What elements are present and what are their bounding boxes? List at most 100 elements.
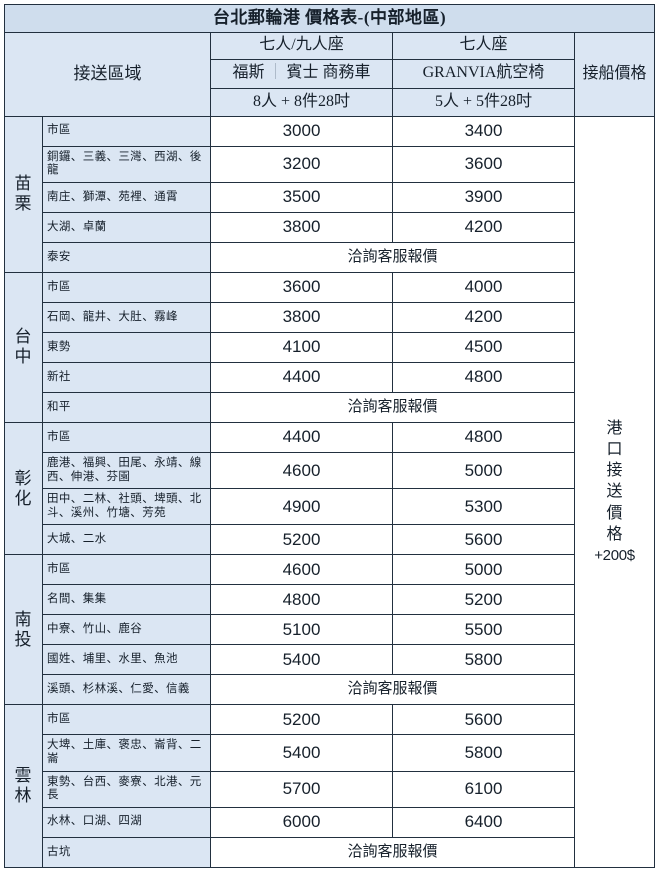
price-vehicle1: 3800 (210, 301, 393, 333)
price-vehicle2: 6400 (392, 806, 575, 838)
region-label: 雲林 (4, 704, 43, 868)
price-vehicle1: 3800 (210, 211, 393, 243)
vehicle1-model-a: 福斯 (232, 64, 265, 82)
table-row: 新社 4400 4800 (5, 361, 655, 393)
price-vehicle2: 4200 (392, 301, 575, 333)
price-vehicle2: 4500 (392, 331, 575, 363)
price-vehicle2: 5200 (392, 584, 575, 616)
area-label: 東勢 (42, 331, 211, 363)
price-vehicle2: 4800 (392, 361, 575, 393)
ask-customer-service: 洽詢客服報價 (210, 836, 575, 869)
region-label: 彰化 (4, 421, 43, 556)
header-boat-column: 接船價格 (573, 31, 656, 117)
table-row: 古坑 洽詢客服報價 (5, 836, 655, 869)
table-row: 泰安 洽詢客服報價 (5, 241, 655, 273)
price-vehicle1: 3200 (210, 145, 393, 183)
boat-note-char: 送 (606, 483, 623, 501)
price-vehicle2: 5800 (392, 734, 575, 772)
header-row-1: 接送區域 七人/九人座 七人座 接船價格 (4, 31, 656, 117)
price-vehicle1: 4800 (210, 584, 393, 616)
table-row: 台中 市區 3600 4000 (4, 271, 655, 423)
price-vehicle1: 5400 (210, 734, 393, 772)
area-label: 國姓、埔里、水里、魚池 (42, 644, 211, 676)
price-vehicle1: 3500 (210, 181, 393, 213)
area-label: 大城、二水 (42, 524, 211, 556)
area-label: 名間、集集 (42, 584, 211, 616)
area-label: 古坑 (42, 836, 211, 869)
price-vehicle2: 6100 (392, 770, 575, 808)
price-vehicle1: 4600 (210, 554, 393, 586)
area-label: 石岡、龍井、大肚、霧峰 (42, 301, 211, 333)
table-row: 溪頭、杉林溪、仁愛、信義 洽詢客服報價 (5, 674, 655, 706)
boat-note-char: 口 (606, 441, 623, 459)
region-label: 台中 (4, 271, 43, 423)
price-vehicle2: 4800 (392, 421, 575, 453)
area-label: 東勢、台西、麥寮、北港、元長 (42, 770, 211, 808)
area-label: 南庄、獅潭、苑裡、通霄 (42, 181, 211, 213)
header-vehicle1-seats: 七人/九人座 (210, 31, 393, 60)
area-label: 市區 (42, 704, 211, 736)
area-label: 鹿港、福興、田尾、永靖、線西、伸港、芬園 (42, 451, 211, 490)
price-vehicle1: 3600 (210, 271, 393, 303)
table-row: 田中、二林、社頭、埤頭、北斗、溪州、竹塘、芳苑 4900 5300 (5, 488, 655, 526)
table-row: 東勢 4100 4500 (5, 331, 655, 363)
area-label: 泰安 (42, 241, 211, 273)
table-row: 南投 市區 4600 5000 (4, 554, 655, 706)
area-label: 市區 (42, 115, 211, 147)
price-vehicle2: 3400 (392, 115, 575, 147)
header-vehicle2-seats: 七人座 (392, 31, 575, 60)
area-label: 田中、二林、社頭、埤頭、北斗、溪州、竹塘、芳苑 (42, 488, 211, 526)
boat-surcharge: +200$ (594, 546, 635, 564)
table-row: 大湖、卓蘭 3800 4200 (5, 211, 655, 243)
price-vehicle1: 4400 (210, 361, 393, 393)
boat-note-char: 港 (606, 420, 623, 438)
price-vehicle1: 5700 (210, 770, 393, 808)
table-row: 銅鑼、三義、三灣、西湖、後龍 3200 3600 (5, 145, 655, 183)
table-row: 大城、二水 5200 5600 (5, 524, 655, 556)
table-row: 東勢、台西、麥寮、北港、元長 5700 6100 (5, 770, 655, 808)
price-vehicle1: 4600 (210, 451, 393, 490)
boat-note-char: 價 (606, 504, 623, 522)
table-row: 苗栗 市區 3000 3400 港口接送價格 +200$ (4, 115, 656, 869)
vehicle1-model-separator: ｜ (267, 64, 284, 82)
header-row-3: 8人 + 8件28吋 5人 + 5件28吋 (5, 87, 655, 117)
price-vehicle1: 3000 (210, 115, 393, 147)
table-row: 和平 洽詢客服報價 (5, 391, 655, 423)
area-label: 市區 (42, 271, 211, 303)
price-vehicle1: 5200 (210, 704, 393, 736)
area-label: 溪頭、杉林溪、仁愛、信義 (42, 674, 211, 706)
price-vehicle1: 4100 (210, 331, 393, 363)
price-vehicle1: 4400 (210, 421, 393, 453)
boat-note-char: 接 (606, 462, 623, 480)
area-label: 中寮、竹山、鹿谷 (42, 614, 211, 646)
header-vehicle1-capacity: 8人 + 8件28吋 (210, 87, 393, 117)
area-label: 大湖、卓蘭 (42, 211, 211, 243)
table-row: 國姓、埔里、水里、魚池 5400 5800 (5, 644, 655, 676)
page-title: 台北郵輪港 價格表-(中部地區) (3, 4, 656, 33)
price-vehicle1: 5100 (210, 614, 393, 646)
table-row: 名間、集集 4800 5200 (5, 584, 655, 616)
boat-price-note: 港口接送價格 +200$ (579, 418, 650, 565)
price-vehicle2: 3900 (392, 181, 575, 213)
header-area-column: 接送區域 (4, 31, 211, 117)
price-vehicle2: 4000 (392, 271, 575, 303)
price-vehicle1: 5200 (210, 524, 393, 556)
price-vehicle2: 5000 (392, 451, 575, 490)
area-label: 市區 (42, 554, 211, 586)
price-vehicle1: 4900 (210, 488, 393, 526)
region-label: 苗栗 (4, 115, 43, 273)
area-label: 水林、口湖、四湖 (42, 806, 211, 838)
header-row-2: 福斯｜賓士 商務車 GRANVIA航空椅 (5, 58, 655, 89)
area-label: 銅鑼、三義、三灣、西湖、後龍 (42, 145, 211, 183)
ask-customer-service: 洽詢客服報價 (210, 241, 575, 273)
header-vehicle2-capacity: 5人 + 5件28吋 (392, 87, 575, 117)
header-vehicle2-model: GRANVIA航空椅 (392, 58, 575, 89)
boat-price-cell: 港口接送價格 +200$ (573, 115, 656, 869)
table-row: 大埤、土庫、褒忠、崙背、二崙 5400 5800 (5, 734, 655, 772)
area-label: 和平 (42, 391, 211, 423)
table-row: 水林、口湖、四湖 6000 6400 (5, 806, 655, 838)
price-vehicle2: 5500 (392, 614, 575, 646)
table-row: 鹿港、福興、田尾、永靖、線西、伸港、芬園 4600 5000 (5, 451, 655, 490)
table-row: 雲林 市區 5200 5600 (4, 704, 655, 868)
price-vehicle2: 5000 (392, 554, 575, 586)
